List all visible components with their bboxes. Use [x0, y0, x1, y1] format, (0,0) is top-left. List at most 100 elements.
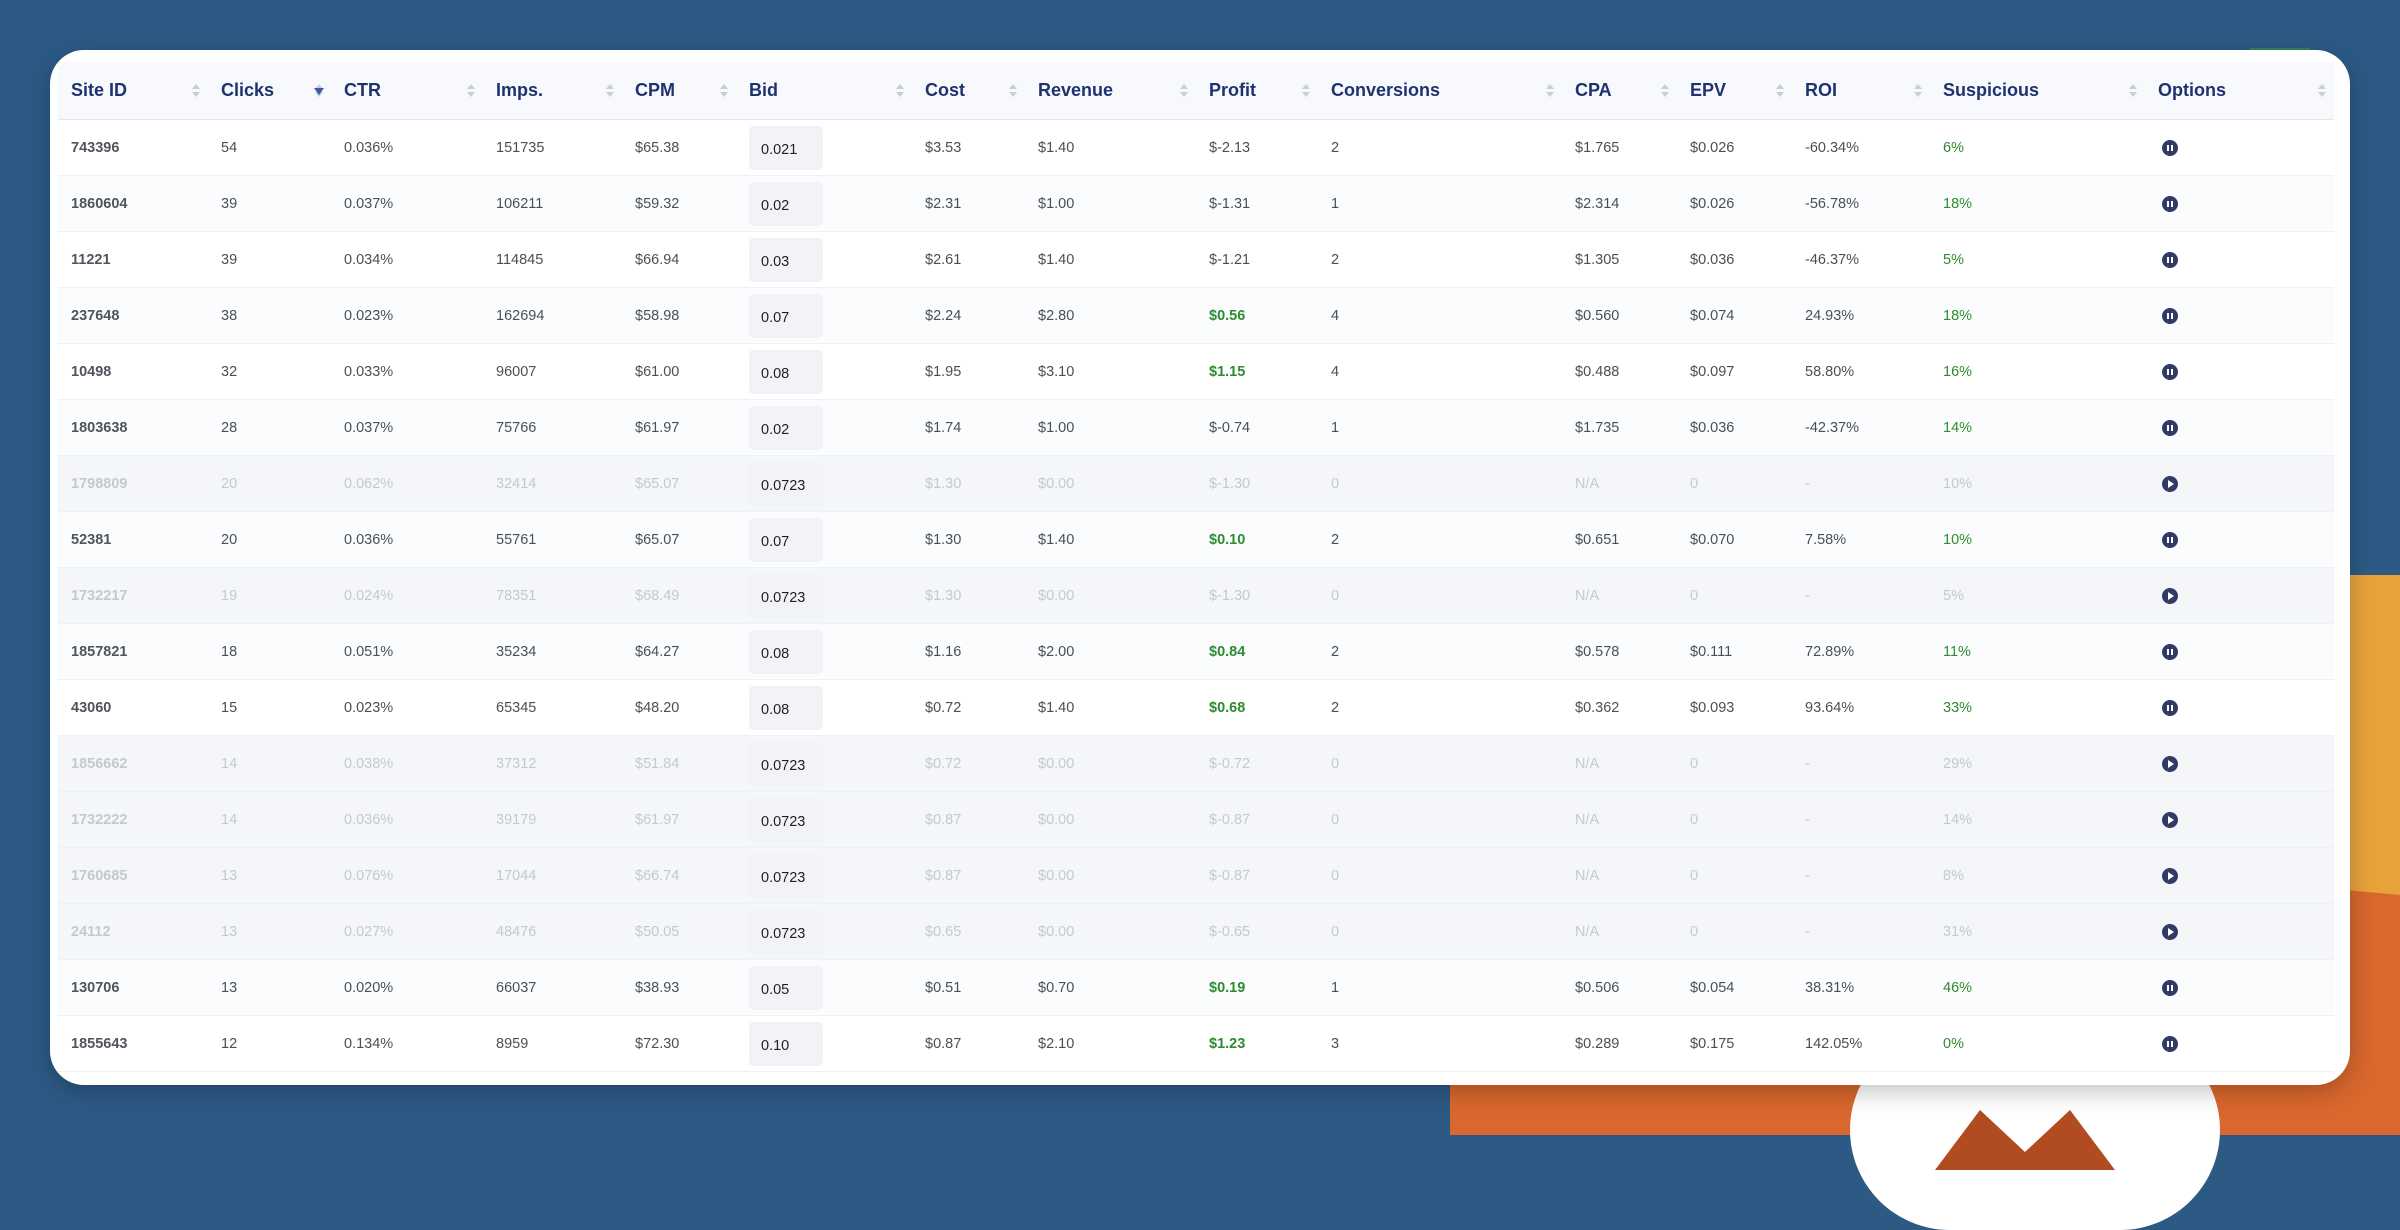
sort-icon[interactable] — [1009, 84, 1017, 98]
pause-icon[interactable] — [2162, 195, 2178, 212]
sort-icon[interactable] — [2318, 84, 2326, 98]
revenue-cell: $1.40 — [1025, 119, 1196, 176]
play-icon[interactable] — [2162, 867, 2178, 884]
bid-input[interactable]: 0.07 — [749, 293, 823, 338]
epv-cell: $0.175 — [1677, 1015, 1792, 1072]
column-header-label: Site ID — [71, 80, 128, 100]
conversions-cell: 2 — [1318, 119, 1562, 176]
bid-cell: 0.0723 — [736, 735, 912, 792]
play-icon[interactable] — [2162, 923, 2178, 940]
revenue-cell: $0.00 — [1025, 455, 1196, 512]
cpm-cell: $65.07 — [622, 511, 736, 568]
column-header-epv[interactable]: EPV — [1677, 62, 1792, 120]
play-icon[interactable] — [2162, 475, 2178, 492]
ctr-cell: 0.134% — [331, 1015, 483, 1072]
sort-icon[interactable] — [467, 84, 475, 98]
bid-input[interactable]: 0.0723 — [749, 741, 823, 786]
column-header-bid[interactable]: Bid — [736, 62, 912, 120]
column-header-label: Clicks — [221, 80, 275, 100]
bid-input[interactable]: 0.05 — [749, 965, 823, 1010]
ctr-cell: 0.038% — [331, 735, 483, 792]
sort-icon[interactable] — [192, 84, 200, 98]
column-header-cpm[interactable]: CPM — [622, 62, 736, 120]
pause-icon[interactable] — [2162, 1035, 2178, 1052]
conversions-cell: 1 — [1318, 399, 1562, 456]
sort-icon[interactable] — [2129, 84, 2137, 98]
sort-icon[interactable] — [1180, 84, 1188, 98]
bid-input[interactable]: 0.0723 — [749, 461, 823, 506]
column-header-profit[interactable]: Profit — [1196, 62, 1318, 120]
conversions-cell: 0 — [1318, 735, 1562, 792]
sort-icon[interactable] — [896, 84, 904, 98]
column-header-clicks[interactable]: Clicks — [208, 62, 331, 120]
pause-icon[interactable] — [2162, 419, 2178, 436]
bid-input[interactable]: 0.0723 — [749, 797, 823, 842]
column-header-conversions[interactable]: Conversions — [1318, 62, 1562, 120]
roi-cell: - — [1792, 735, 1930, 792]
pause-icon[interactable] — [2162, 139, 2178, 156]
bid-input[interactable]: 0.02 — [749, 405, 823, 450]
bid-input[interactable]: 0.07 — [749, 517, 823, 562]
sort-icon[interactable] — [1302, 84, 1310, 98]
play-icon[interactable] — [2162, 811, 2178, 828]
pause-icon[interactable] — [2162, 363, 2178, 380]
site-id-cell: 1760685 — [58, 847, 208, 904]
conversions-cell: 1 — [1318, 175, 1562, 232]
sort-icon[interactable] — [1914, 84, 1922, 98]
bid-cell: 0.0723 — [736, 791, 912, 848]
clicks-cell: 39 — [208, 231, 331, 288]
column-header-label: Conversions — [1331, 80, 1441, 100]
ctr-cell: 0.033% — [331, 343, 483, 400]
bid-input[interactable]: 0.10 — [749, 1021, 823, 1066]
column-header-cpa[interactable]: CPA — [1562, 62, 1677, 120]
conversions-cell: 4 — [1318, 343, 1562, 400]
sort-icon[interactable] — [1546, 84, 1554, 98]
bid-input[interactable]: 0.03 — [749, 237, 823, 282]
cpm-cell: $72.30 — [622, 1015, 736, 1072]
bid-input[interactable]: 0.02 — [749, 181, 823, 226]
bid-input[interactable]: 0.0723 — [749, 853, 823, 898]
ctr-cell: 0.020% — [331, 959, 483, 1016]
column-header-site-id[interactable]: Site ID — [58, 62, 208, 120]
bid-cell: 0.05 — [736, 959, 912, 1016]
bid-input[interactable]: 0.08 — [749, 349, 823, 394]
pause-icon[interactable] — [2162, 699, 2178, 716]
bid-cell: 0.0723 — [736, 847, 912, 904]
bid-input[interactable]: 0.0723 — [749, 909, 823, 954]
bid-input[interactable]: 0.08 — [749, 685, 823, 730]
bid-input[interactable]: 0.08 — [749, 629, 823, 674]
sort-icon[interactable] — [720, 84, 728, 98]
pause-icon[interactable] — [2162, 979, 2178, 996]
bid-input[interactable]: 0.0723 — [749, 573, 823, 618]
roi-cell: -42.37% — [1792, 399, 1930, 456]
pause-icon[interactable] — [2162, 251, 2178, 268]
ctr-cell: 0.023% — [331, 679, 483, 736]
options-cell — [2145, 1015, 2334, 1072]
column-header-ctr[interactable]: CTR — [314, 62, 483, 120]
column-header-imps[interactable]: Imps. — [483, 62, 622, 120]
play-icon[interactable] — [2162, 587, 2178, 604]
column-header-suspicious[interactable]: Suspicious — [1930, 62, 2145, 120]
sort-icon[interactable] — [1776, 84, 1784, 98]
sort-icon[interactable] — [1661, 84, 1669, 98]
clicks-cell: 13 — [208, 903, 331, 960]
column-header-roi[interactable]: ROI — [1792, 62, 1930, 120]
column-header-cost[interactable]: Cost — [912, 62, 1025, 120]
profit-cell: $-0.87 — [1196, 847, 1318, 904]
sort-icon[interactable] — [606, 84, 614, 98]
pause-icon[interactable] — [2162, 307, 2178, 324]
column-header-revenue[interactable]: Revenue — [1025, 62, 1196, 120]
cost-cell: $0.87 — [912, 1015, 1025, 1072]
cost-cell: $1.74 — [912, 399, 1025, 456]
ctr-cell: 0.036% — [331, 119, 483, 176]
options-cell — [2145, 399, 2334, 456]
revenue-cell: $0.00 — [1025, 903, 1196, 960]
bid-input[interactable]: 0.021 — [749, 125, 823, 170]
pause-icon[interactable] — [2162, 643, 2178, 660]
cpm-cell: $61.97 — [622, 399, 736, 456]
revenue-cell: $2.80 — [1025, 287, 1196, 344]
play-icon[interactable] — [2162, 755, 2178, 772]
column-header-options[interactable]: Options — [2145, 62, 2334, 120]
pause-icon[interactable] — [2162, 531, 2178, 548]
conversions-cell: 2 — [1318, 623, 1562, 680]
